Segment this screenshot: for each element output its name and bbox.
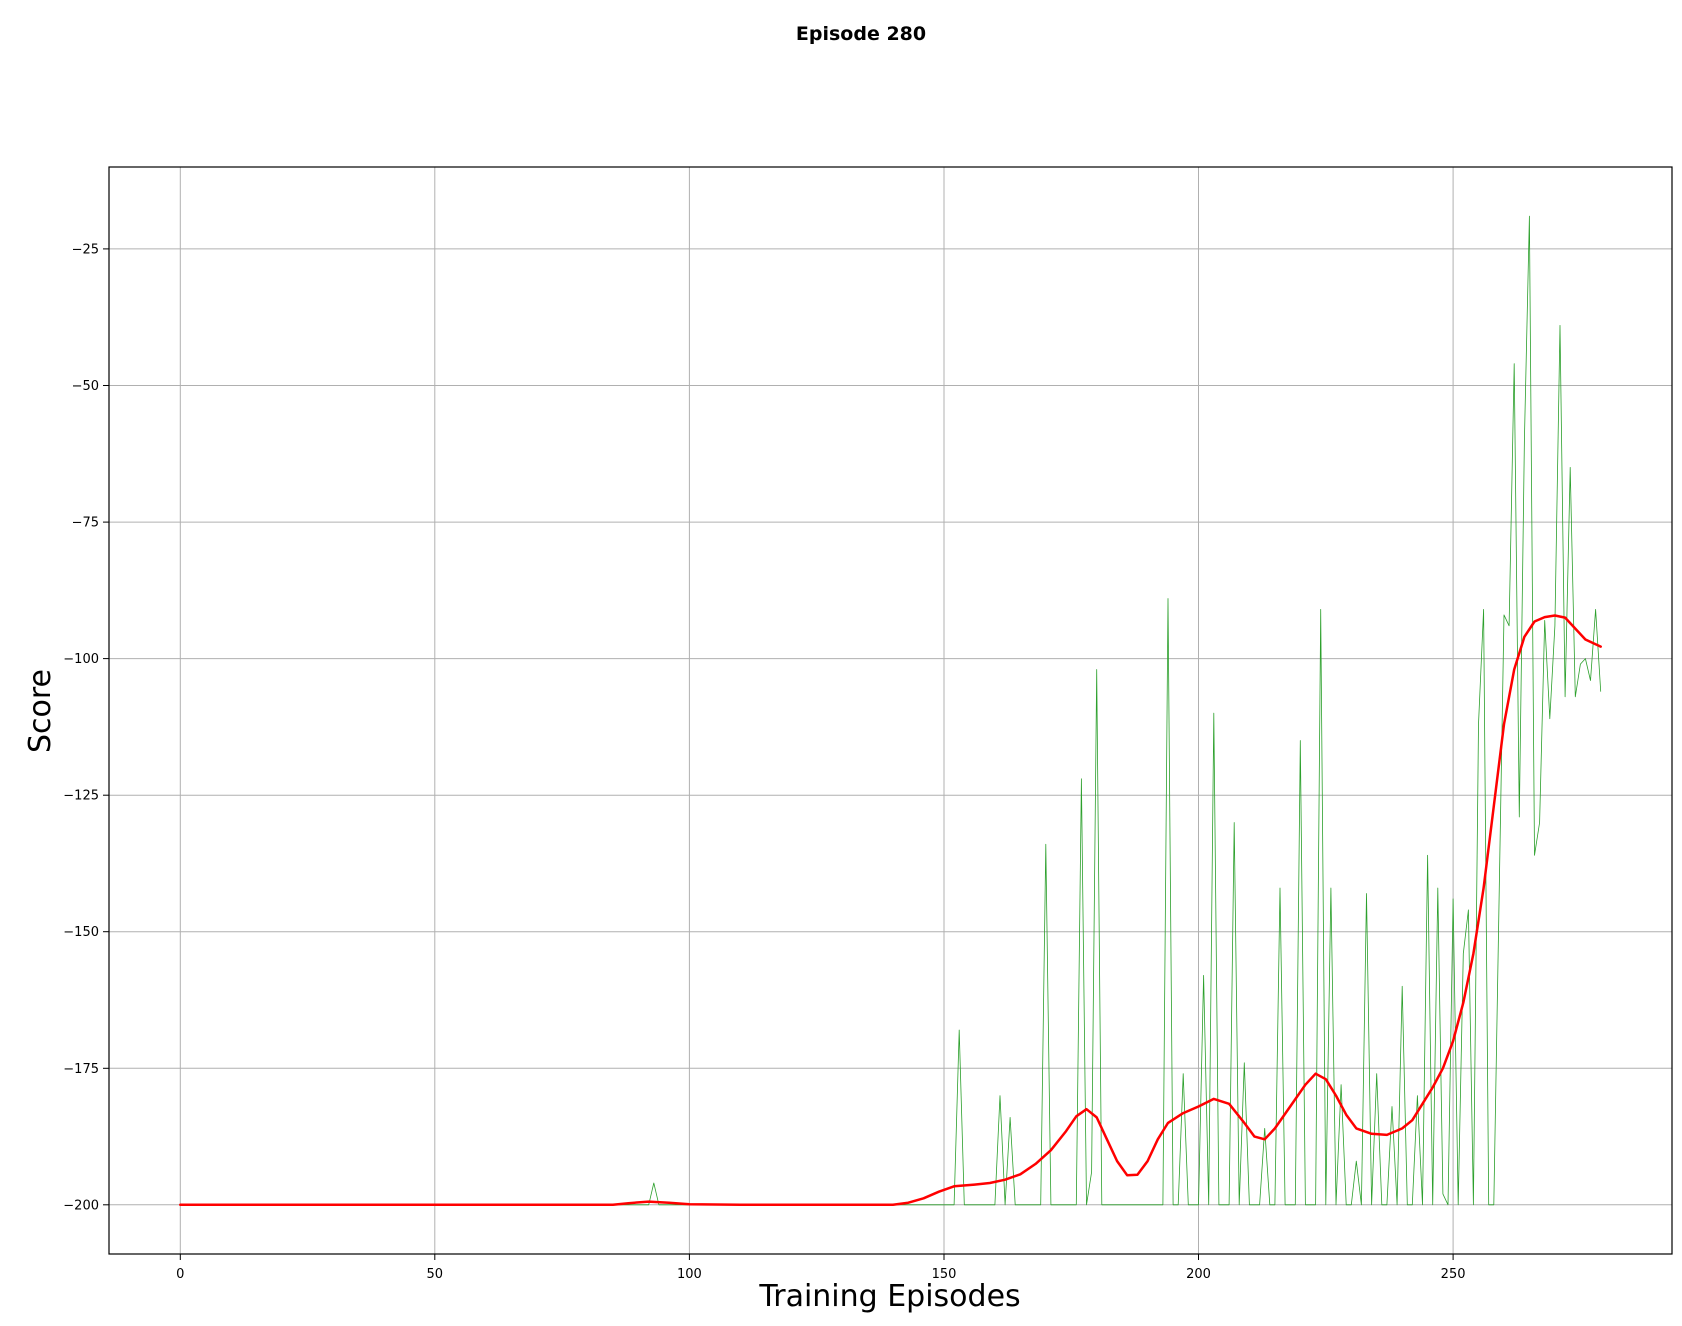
plot-frame bbox=[108, 166, 1673, 1255]
x-tick-label: 200 bbox=[1186, 1267, 1211, 1282]
y-tick-label: −100 bbox=[63, 652, 99, 667]
x-tick-label: 0 bbox=[176, 1267, 184, 1282]
grid bbox=[109, 167, 1672, 1254]
x-axis-ticks: 0 50 100 150 200 250 bbox=[176, 1254, 1466, 1282]
x-tick-label: 50 bbox=[427, 1267, 444, 1282]
y-axis-label: Score bbox=[23, 669, 58, 753]
y-tick-label: −50 bbox=[72, 379, 99, 394]
y-tick-label: −75 bbox=[72, 516, 99, 531]
y-tick-label: −125 bbox=[63, 789, 99, 804]
chart-title: Episode 280 bbox=[796, 23, 926, 45]
y-tick-label: −25 bbox=[72, 242, 99, 257]
x-axis-label: Training Episodes bbox=[758, 1279, 1020, 1314]
y-axis-ticks: −200 −175 −150 −125 −100 −75 −50 −25 bbox=[63, 242, 109, 1213]
x-tick-label: 100 bbox=[677, 1267, 702, 1282]
x-tick-label: 250 bbox=[1441, 1267, 1466, 1282]
y-tick-label: −200 bbox=[63, 1198, 99, 1213]
series-group bbox=[179, 215, 1602, 1207]
smoothed-score-line bbox=[179, 614, 1602, 1207]
y-tick-label: −150 bbox=[63, 925, 99, 940]
x-tick-label: 150 bbox=[932, 1267, 957, 1282]
y-tick-label: −175 bbox=[63, 1062, 99, 1077]
raw-score-line bbox=[179, 215, 1602, 1206]
